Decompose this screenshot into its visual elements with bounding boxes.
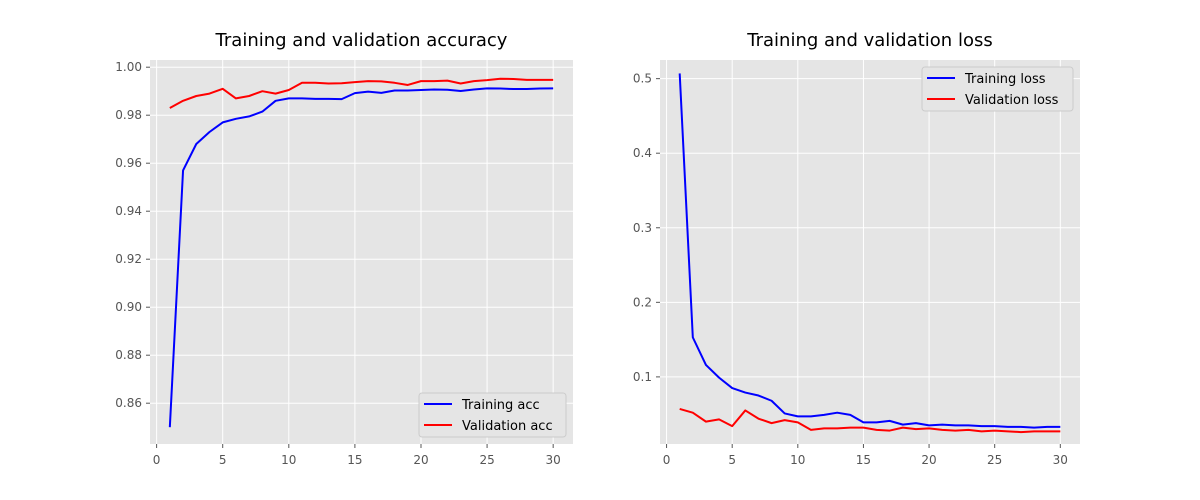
y-tick-label: 0.90	[115, 300, 142, 314]
y-tick-label: 0.94	[115, 204, 142, 218]
series-line-validation-loss	[679, 407, 1061, 434]
x-tick-label: 25	[987, 453, 1002, 467]
legend-label: Validation loss	[965, 93, 1059, 108]
x-tick-label: 25	[479, 453, 494, 467]
legend-box	[418, 392, 567, 438]
accuracy-chart: 0 5 10 15 20 25 30 0.86 0.88 0.90 0.92 0.94 0.96 0.98…	[115, 30, 573, 467]
y-tick-label: 0.86	[115, 396, 142, 410]
y-tick-label: 0.5	[633, 72, 652, 86]
y-tick-label: 0.98	[115, 108, 142, 122]
legend-label: Training loss	[964, 72, 1046, 87]
plot-area	[660, 60, 1080, 444]
y-tick-label: 0.1	[633, 370, 652, 384]
y-tick-label: 0.4	[633, 146, 652, 160]
x-tick-label: 0	[663, 453, 671, 467]
y-tick-label: 0.3	[633, 221, 652, 235]
x-tick-label: 10	[281, 453, 296, 467]
y-tick-label: 0.2	[633, 295, 652, 309]
x-tick-label: 20	[413, 453, 428, 467]
x-tick-label: 5	[219, 453, 227, 467]
series-line-validation-acc	[169, 77, 554, 109]
legend-label: Validation acc	[462, 419, 553, 434]
series-line-training-loss	[678, 73, 1061, 429]
y-tick-label: 0.96	[115, 156, 142, 170]
x-tick-label: 15	[347, 453, 362, 467]
legend-box	[921, 66, 1074, 112]
x-tick-label: 5	[728, 453, 736, 467]
x-tick-label: 20	[921, 453, 936, 467]
legend: Training loss Validation loss	[921, 66, 1074, 112]
legend: Training acc Validation acc	[418, 392, 567, 438]
y-tick-label: 1.00	[115, 60, 142, 74]
y-tick-label: 0.88	[115, 348, 142, 362]
x-tick-label: 0	[153, 453, 161, 467]
legend-label: Training acc	[461, 398, 540, 413]
loss-chart: 0 5 10 15 20 25 30 0.1 0.2 0.3 0.4 0.5 Training and …	[633, 30, 1080, 467]
chart-title: Training and validation accuracy	[215, 30, 508, 51]
x-tick-label: 15	[856, 453, 871, 467]
x-tick-label: 30	[1053, 453, 1068, 467]
plot-area	[150, 60, 573, 444]
y-tick-label: 0.92	[115, 252, 142, 266]
series-line-training-acc	[168, 87, 554, 428]
x-tick-label: 10	[790, 453, 805, 467]
chart-title: Training and validation loss	[746, 30, 992, 51]
x-tick-label: 30	[546, 453, 561, 467]
